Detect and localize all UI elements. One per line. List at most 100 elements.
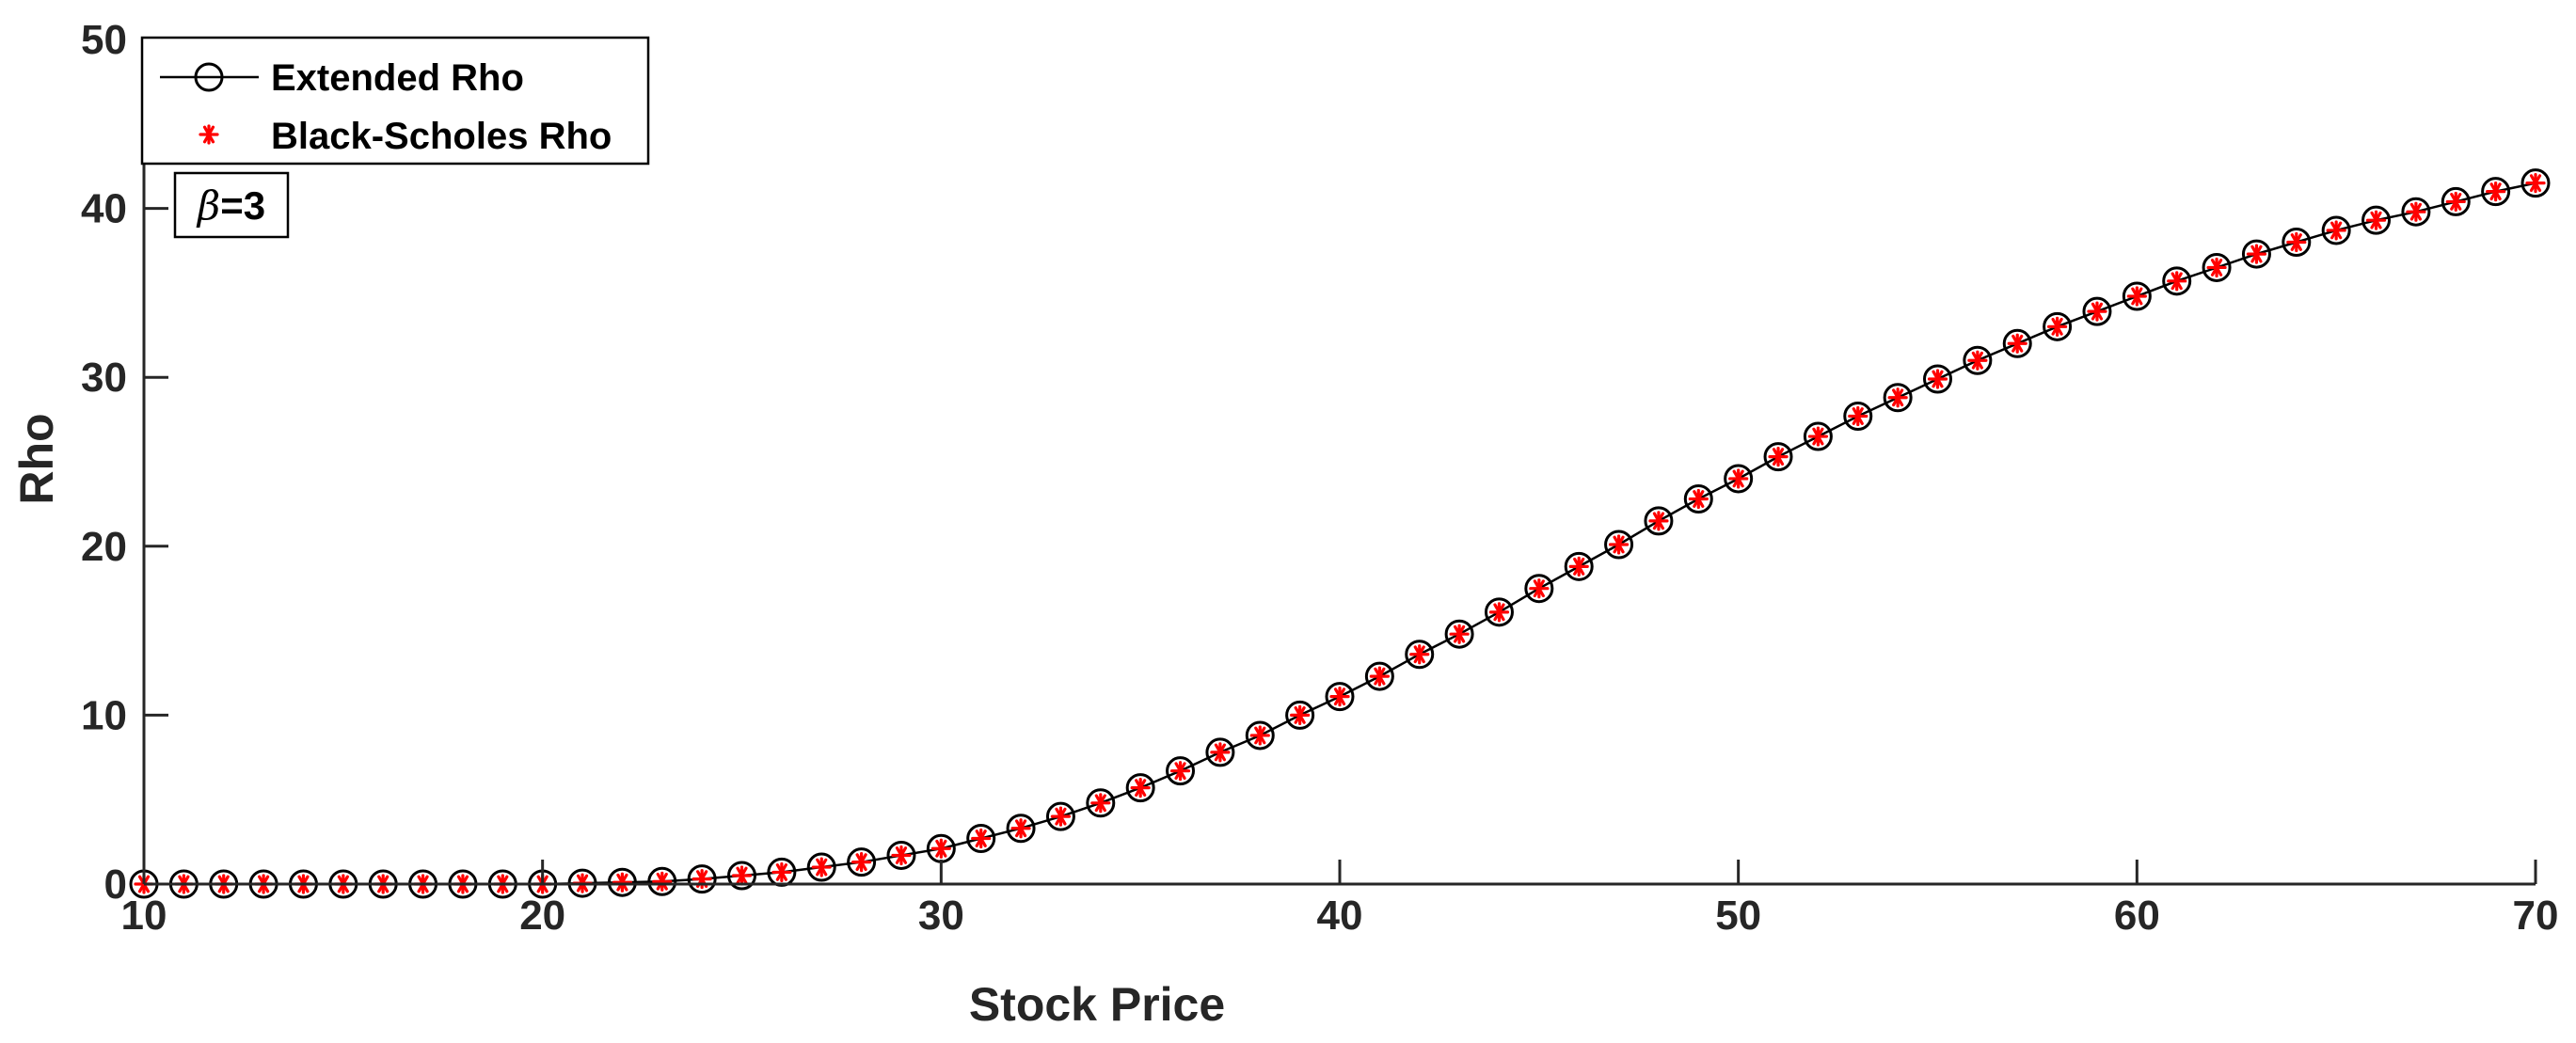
point-black-scholes-rho-35: [1130, 778, 1151, 798]
point-extended-rho-45: [1524, 574, 1554, 604]
point-black-scholes-rho-27: [811, 857, 832, 877]
point-extended-rho-49: [1683, 484, 1713, 514]
x-tick-label-60: 60: [2114, 893, 2160, 939]
point-extended-rho-36: [1166, 756, 1196, 786]
point-black-scholes-rho-30: [930, 838, 951, 859]
point-black-scholes-rho-29: [891, 845, 912, 866]
point-black-scholes-rho-42: [1409, 644, 1430, 665]
point-extended-rho-25: [727, 861, 756, 891]
point-extended-rho-34: [1086, 788, 1116, 818]
point-extended-rho-59: [2082, 296, 2112, 326]
annotation-text: β=3: [196, 182, 265, 229]
y-tick-label-20: 20: [81, 524, 127, 570]
point-extended-rho-65: [2321, 215, 2351, 245]
point-extended-rho-56: [1963, 345, 1993, 375]
y-tick-label-40: 40: [81, 186, 127, 232]
legend-label-extended: Extended Rho: [271, 57, 524, 99]
point-extended-rho-22: [607, 867, 637, 897]
point-extended-rho-67: [2401, 197, 2431, 227]
annotation-value: =3: [220, 183, 265, 228]
point-extended-rho-32: [1006, 814, 1036, 844]
point-black-scholes-rho-45: [1529, 578, 1550, 599]
point-extended-rho-61: [2162, 266, 2192, 296]
point-black-scholes-rho-32: [1010, 818, 1031, 839]
point-black-scholes-rho-66: [2365, 210, 2387, 230]
point-extended-rho-62: [2202, 252, 2232, 282]
point-extended-rho-55: [1923, 364, 1952, 394]
point-extended-rho-41: [1364, 661, 1394, 691]
point-black-scholes-rho-64: [2286, 231, 2307, 253]
x-tick-label-40: 40: [1317, 893, 1363, 939]
point-extended-rho-40: [1325, 682, 1355, 712]
point-black-scholes-rho-41: [1369, 666, 1390, 687]
point-black-scholes-rho-60: [2126, 286, 2147, 307]
point-extended-rho-37: [1205, 737, 1235, 767]
point-extended-rho-64: [2282, 228, 2312, 258]
point-black-scholes-rho-47: [1608, 534, 1630, 555]
annotation-symbol: β: [196, 182, 220, 229]
x-axis-title: Stock Price: [969, 978, 1225, 1031]
point-black-scholes-rho-67: [2406, 201, 2426, 222]
point-extended-rho-69: [2481, 177, 2511, 207]
point-extended-rho-50: [1724, 464, 1754, 494]
point-black-scholes-rho-50: [1728, 468, 1749, 489]
point-black-scholes-rho-39: [1290, 704, 1311, 726]
point-extended-rho-48: [1644, 506, 1674, 536]
point-black-scholes-rho-58: [2047, 316, 2068, 337]
legend-asterisk-glyph: [199, 124, 219, 145]
point-black-scholes-rho-63: [2246, 244, 2267, 264]
point-black-scholes-rho-23: [652, 871, 673, 892]
x-tick-label-30: 30: [918, 893, 964, 939]
x-tick-label-20: 20: [519, 893, 565, 939]
point-extended-rho-57: [2002, 328, 2032, 358]
beta-annotation: β=3: [173, 171, 290, 239]
y-tick-label-50: 50: [81, 17, 127, 63]
point-extended-rho-60: [2122, 281, 2152, 311]
y-tick-label-10: 10: [81, 692, 127, 738]
point-extended-rho-28: [847, 847, 877, 877]
point-extended-rho-52: [1803, 421, 1833, 451]
legend-marker-black-scholes: [199, 124, 219, 145]
point-extended-rho-38: [1245, 720, 1275, 751]
point-black-scholes-rho-52: [1807, 426, 1829, 447]
point-black-scholes-rho-43: [1449, 624, 1470, 644]
point-extended-rho-31: [966, 824, 996, 854]
point-black-scholes-rho-56: [1967, 350, 1988, 371]
point-black-scholes-rho-62: [2206, 257, 2227, 278]
point-extended-rho-43: [1444, 619, 1474, 649]
point-black-scholes-rho-69: [2486, 182, 2506, 202]
point-extended-rho-39: [1285, 700, 1315, 730]
point-extended-rho-44: [1484, 597, 1514, 627]
point-black-scholes-rho-55: [1927, 369, 1948, 389]
point-extended-rho-51: [1763, 442, 1793, 472]
point-black-scholes-rho-65: [2326, 220, 2346, 241]
point-extended-rho-58: [2043, 311, 2073, 341]
y-tick-label-30: 30: [81, 355, 127, 401]
point-extended-rho-68: [2441, 186, 2471, 216]
point-black-scholes-rho-53: [1848, 405, 1868, 427]
point-extended-rho-47: [1604, 529, 1634, 560]
point-black-scholes-rho-38: [1249, 725, 1270, 746]
legend-box: [140, 36, 650, 166]
point-extended-rho-23: [647, 866, 677, 896]
point-black-scholes-rho-57: [2007, 333, 2027, 354]
point-extended-rho-63: [2241, 239, 2271, 269]
x-tick-label-10: 10: [121, 893, 167, 939]
y-tick-label-0: 0: [104, 861, 127, 908]
point-black-scholes-rho-54: [1887, 387, 1908, 408]
legend-label-black-scholes: Black-Scholes Rho: [271, 116, 612, 157]
point-black-scholes-rho-70: [2525, 173, 2546, 194]
point-extended-rho-24: [687, 864, 717, 894]
point-extended-rho-66: [2361, 205, 2392, 235]
point-black-scholes-rho-51: [1768, 447, 1789, 467]
legend-marker-extended: [194, 62, 224, 92]
point-black-scholes-rho-26: [771, 861, 792, 883]
point-extended-rho-46: [1564, 551, 1594, 581]
point-extended-rho-27: [806, 852, 836, 882]
point-extended-rho-35: [1125, 773, 1155, 803]
point-black-scholes-rho-25: [731, 865, 753, 886]
point-extended-rho-29: [886, 840, 916, 870]
point-black-scholes-rho-40: [1329, 687, 1350, 707]
